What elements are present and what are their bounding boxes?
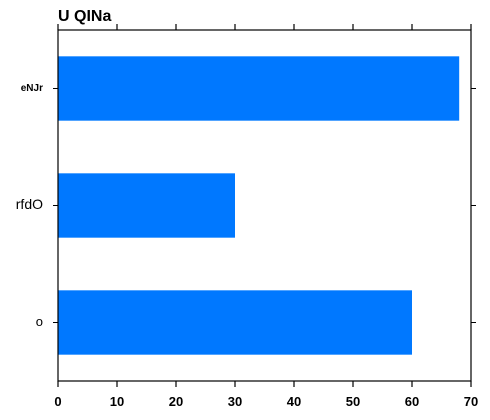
bar-eNJr: [58, 56, 459, 120]
x-tick-label-20: 20: [169, 394, 183, 409]
bar-rfdO: [58, 173, 235, 237]
y-tick-label-o: o: [36, 314, 43, 329]
x-tick-label-10: 10: [110, 394, 124, 409]
x-tick-label-60: 60: [405, 394, 419, 409]
bar-o: [58, 290, 412, 354]
y-tick-label-eNJr: eNJr: [21, 83, 43, 94]
x-tick-label-70: 70: [464, 394, 478, 409]
bars-group: [58, 56, 459, 354]
x-tick-label-40: 40: [287, 394, 301, 409]
x-tick-label-30: 30: [228, 394, 242, 409]
y-tick-label-rfdO: rfdO: [16, 196, 43, 212]
chart-title: U QINa: [58, 8, 111, 25]
x-tick-label-0: 0: [54, 394, 61, 409]
x-tick-label-50: 50: [346, 394, 360, 409]
